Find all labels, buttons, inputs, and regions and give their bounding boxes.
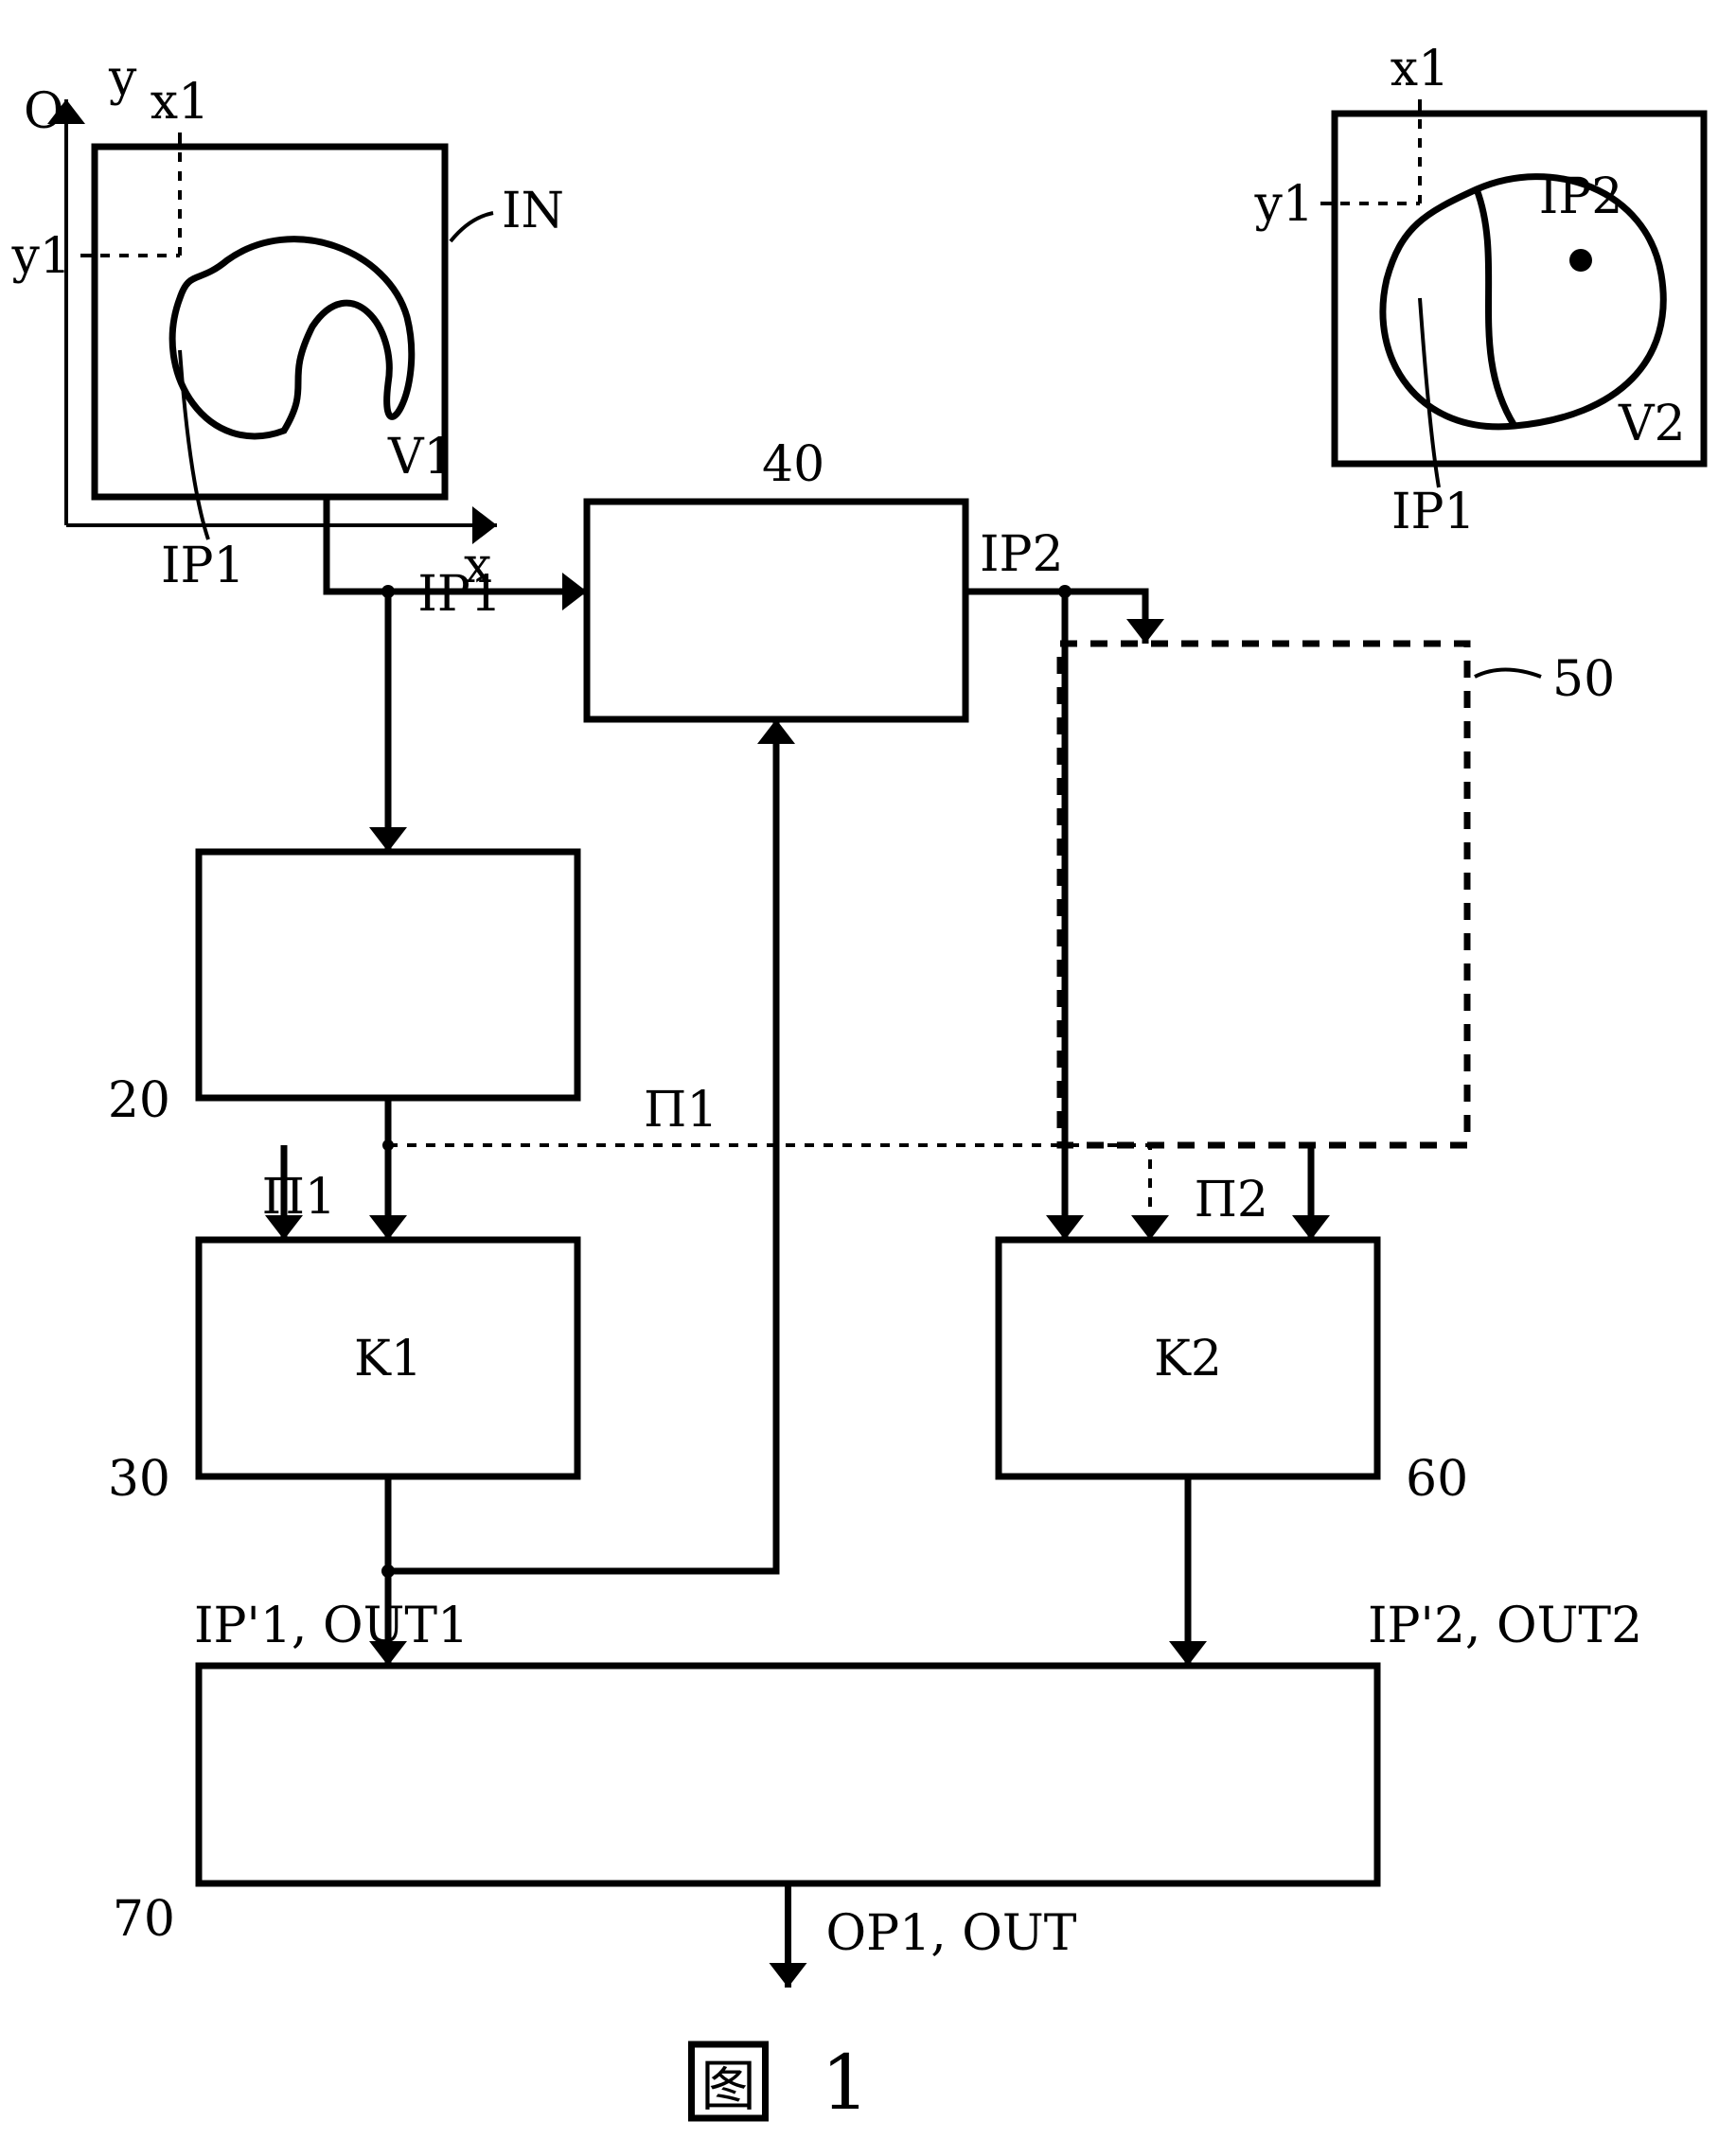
label-70: 70 xyxy=(113,1891,175,1948)
block xyxy=(1060,644,1467,1145)
label-pi2: Π2 xyxy=(1195,1172,1268,1228)
label-20: 20 xyxy=(108,1072,170,1129)
label-in: IN xyxy=(502,183,564,239)
label-30: 30 xyxy=(108,1451,170,1508)
label-k1: K1 xyxy=(354,1331,422,1387)
tick-y1-r: y1 xyxy=(1254,176,1314,233)
label-v1: V1 xyxy=(387,429,455,486)
label-k2: K2 xyxy=(1154,1331,1222,1387)
label-pi1b: Π1 xyxy=(644,1082,717,1139)
label-ip1-thumb: IP1 xyxy=(161,538,245,594)
block xyxy=(587,502,965,719)
figure-num: 1 xyxy=(822,2039,870,2127)
label-out2: IP'2, OUT2 xyxy=(1368,1598,1642,1654)
label-ip2: IP2 xyxy=(980,526,1064,583)
label-50: 50 xyxy=(1552,651,1615,708)
origin: O xyxy=(24,83,64,140)
label-40: 40 xyxy=(762,436,824,493)
figure-char: 图 xyxy=(700,2054,755,2118)
label-outf: OP1, OUT xyxy=(826,1905,1077,1962)
label-ip1-thumb-r: IP1 xyxy=(1391,484,1476,540)
axis-y: y xyxy=(108,50,137,107)
label-60: 60 xyxy=(1406,1451,1468,1508)
block xyxy=(199,852,577,1098)
label-out1: IP'1, OUT1 xyxy=(194,1598,469,1654)
label-v2: V2 xyxy=(1618,396,1686,452)
tick-x1-r: x1 xyxy=(1391,41,1449,97)
tick-y1: y1 xyxy=(11,228,71,285)
label-ip1: IP1 xyxy=(417,566,502,623)
block xyxy=(199,1666,1377,1883)
tick-x1: x1 xyxy=(151,74,209,131)
label-ip2-thumb: IP2 xyxy=(1539,168,1623,225)
